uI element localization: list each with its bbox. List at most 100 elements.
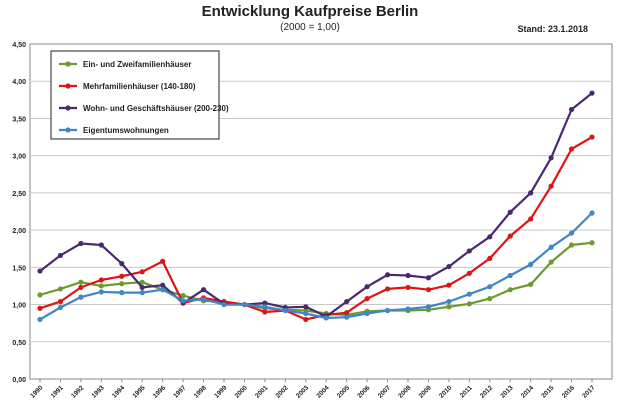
data-point (589, 90, 595, 96)
stand-date: Stand: 23.1.2018 (517, 24, 588, 34)
data-point (98, 242, 104, 248)
y-tick-label: 1,50 (12, 265, 26, 272)
data-point (548, 155, 554, 161)
data-point (262, 304, 268, 310)
data-point (568, 146, 575, 152)
data-point (507, 287, 513, 293)
legend-label: Ein- und Zweifamilienhäuser (83, 60, 191, 69)
data-point (466, 301, 472, 307)
x-tick-label: 2015 (540, 384, 555, 399)
data-point (528, 216, 534, 222)
legend-label: Eigentumswohnungen (83, 126, 169, 135)
data-point (139, 279, 145, 285)
x-tick-label: 1991 (50, 384, 65, 399)
data-point (139, 290, 145, 296)
data-point (548, 183, 554, 189)
data-point (57, 298, 64, 305)
data-point (405, 284, 411, 291)
y-tick-label: 2,50 (12, 191, 26, 198)
data-point (37, 316, 43, 323)
data-point (180, 293, 186, 299)
data-point (98, 289, 104, 295)
data-point (589, 210, 595, 216)
legend-marker (65, 83, 71, 89)
data-point (344, 310, 350, 316)
y-tick-label: 0,50 (12, 340, 26, 347)
data-point (384, 286, 391, 292)
x-tick-label: 2008 (397, 384, 412, 399)
data-point (37, 268, 43, 274)
data-point (98, 277, 104, 283)
data-point (589, 134, 595, 140)
y-tick-label: 1,00 (12, 303, 26, 310)
data-point (78, 284, 84, 291)
data-point (425, 287, 432, 293)
x-tick-label: 2009 (418, 384, 433, 399)
legend-label: Wohn- und Geschäftshäuser (200-230) (83, 104, 229, 113)
y-tick-label: 4,50 (12, 42, 26, 49)
data-point (548, 244, 554, 250)
data-point (78, 240, 84, 247)
x-tick-label: 1990 (29, 384, 44, 399)
data-point (528, 190, 534, 196)
x-tick-label: 2012 (479, 384, 494, 399)
data-point (487, 284, 493, 290)
data-point (78, 294, 84, 300)
data-point (344, 298, 350, 305)
legend-marker (65, 105, 71, 111)
data-point (303, 310, 309, 317)
data-point (487, 255, 493, 261)
data-point (303, 316, 309, 323)
data-point (446, 282, 452, 288)
data-point (160, 282, 166, 288)
data-point (119, 281, 125, 287)
data-point (568, 230, 575, 236)
data-point (221, 301, 227, 308)
data-point (282, 307, 288, 314)
data-point (466, 291, 472, 297)
data-point (200, 296, 207, 302)
data-point (568, 106, 575, 113)
x-tick-label: 2000 (234, 384, 249, 399)
legend-label: Mehrfamilienhäuser (140-180) (83, 82, 196, 91)
data-point (405, 306, 411, 312)
data-point (466, 270, 472, 276)
data-point (344, 314, 350, 320)
x-tick-label: 1995 (131, 384, 146, 399)
data-point (119, 261, 125, 267)
data-point (37, 305, 43, 311)
y-tick-label: 3,50 (12, 116, 26, 123)
data-point (57, 286, 64, 292)
x-tick-label: 2001 (254, 384, 269, 399)
y-tick-label: 2,00 (12, 228, 26, 235)
x-tick-label: 2003 (295, 384, 310, 399)
data-point (98, 283, 104, 289)
data-point (548, 259, 554, 265)
data-point (57, 304, 64, 311)
legend-marker (65, 61, 71, 67)
x-tick-label: 2016 (561, 384, 576, 399)
data-point (425, 275, 432, 281)
data-point (507, 233, 513, 239)
data-point (160, 287, 166, 293)
x-tick-label: 2005 (336, 384, 351, 399)
data-point (119, 290, 125, 296)
legend-marker (65, 127, 71, 133)
x-tick-label: 2007 (377, 384, 392, 399)
data-point (139, 269, 145, 275)
data-point (303, 304, 309, 310)
data-point (160, 258, 166, 264)
data-point (78, 279, 84, 285)
data-point (364, 296, 370, 302)
x-tick-label: 2014 (520, 384, 535, 399)
series-line (39, 212, 593, 321)
data-point (262, 300, 268, 306)
data-point (200, 287, 207, 293)
series-line (39, 92, 593, 318)
y-tick-label: 0,00 (12, 377, 26, 384)
data-point (487, 296, 493, 302)
data-point (568, 242, 575, 248)
data-point (119, 273, 125, 279)
